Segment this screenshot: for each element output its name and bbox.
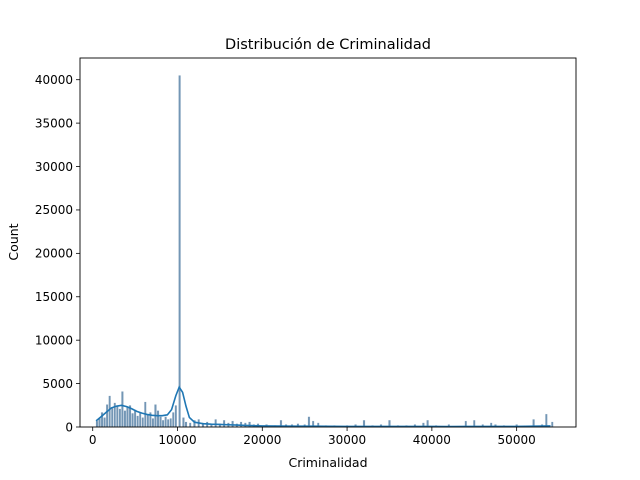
histogram-bar <box>105 404 109 428</box>
histogram-bar <box>95 420 99 428</box>
y-axis-ticks: 0 5000 10000 15000 20000 25000 30000 35000 40000 <box>35 73 80 434</box>
histogram-bar <box>231 420 234 428</box>
y-tick-label: 10000 <box>35 333 73 347</box>
histogram-bar <box>184 421 188 428</box>
histogram-bar <box>171 412 175 428</box>
histogram-bar <box>103 417 106 428</box>
y-tick-label: 35000 <box>35 116 73 130</box>
histogram-bar <box>116 406 119 428</box>
histogram-bar <box>133 409 137 428</box>
histogram-bar <box>136 415 139 428</box>
histogram-bar <box>138 412 142 428</box>
histogram-bar <box>121 391 124 428</box>
x-tick-label: 50000 <box>498 433 536 447</box>
y-axis-label: Count <box>6 223 21 260</box>
kde-line <box>95 385 551 428</box>
x-tick-label: 0 <box>89 433 97 447</box>
y-tick-label: 40000 <box>35 73 73 87</box>
plot-frame <box>79 57 577 428</box>
histogram-bar <box>146 414 150 428</box>
histogram-bar <box>174 405 178 428</box>
histogram-bar <box>141 417 145 428</box>
histogram-bar <box>108 395 111 428</box>
x-tick-label: 40000 <box>413 433 451 447</box>
histogram-bars <box>95 75 554 428</box>
histogram-bar <box>131 412 134 428</box>
y-tick-label: 30000 <box>35 160 73 174</box>
histogram-bar <box>169 418 173 428</box>
histogram-bar <box>182 417 185 428</box>
histogram-bar <box>110 407 114 428</box>
histogram-bar <box>178 75 181 428</box>
histogram-bar <box>126 406 129 428</box>
histogram-bar <box>118 408 122 428</box>
histogram-bar <box>164 416 167 428</box>
y-tick-label: 5000 <box>42 377 73 391</box>
x-axis-label: Criminalidad <box>288 455 367 470</box>
histogram-bar <box>239 421 243 428</box>
y-tick-label: 15000 <box>35 290 73 304</box>
y-tick-label: 25000 <box>35 203 73 217</box>
histogram-bar <box>214 419 217 428</box>
histogram-bar <box>156 410 160 428</box>
histogram-bar <box>166 419 170 428</box>
y-tick-label: 0 <box>65 420 73 434</box>
histogram-bar <box>151 418 155 428</box>
x-axis-ticks: 0 10000 20000 30000 40000 50000 <box>89 427 536 447</box>
histogram-bar <box>545 413 548 428</box>
histogram-bar <box>188 422 192 428</box>
chart-title: Distribución de Criminalidad <box>225 37 431 53</box>
x-tick-label: 20000 <box>243 433 281 447</box>
histogram-bar <box>550 421 554 428</box>
histogram-bar <box>161 419 165 428</box>
histogram-bar <box>159 416 162 428</box>
histogram-bar <box>222 419 226 428</box>
y-tick-label: 20000 <box>35 247 73 261</box>
x-tick-label: 30000 <box>328 433 366 447</box>
x-tick-label: 10000 <box>158 433 196 447</box>
histogram-bar <box>123 410 127 428</box>
kde-curve-group <box>95 385 551 428</box>
